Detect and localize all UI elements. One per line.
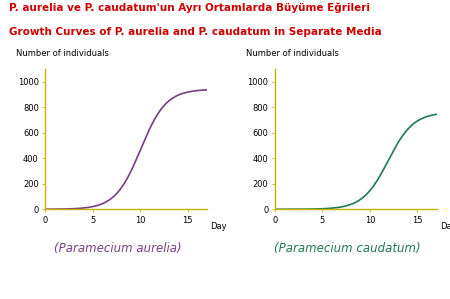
Text: Growth Curves of P. aurelia and P. caudatum in Separate Media: Growth Curves of P. aurelia and P. cauda… xyxy=(9,27,382,37)
Text: Day: Day xyxy=(210,222,227,231)
Text: Day: Day xyxy=(440,222,450,231)
Text: Number of individuals: Number of individuals xyxy=(246,48,338,57)
Text: Number of individuals: Number of individuals xyxy=(16,48,109,57)
Text: (Paramecium caudatum): (Paramecium caudatum) xyxy=(274,242,421,255)
Text: P. aurelia ve P. caudatum'un Ayrı Ortamlarda Büyüme Eğrileri: P. aurelia ve P. caudatum'un Ayrı Ortaml… xyxy=(9,3,370,13)
Text: (Paramecium aurelia): (Paramecium aurelia) xyxy=(54,242,182,255)
